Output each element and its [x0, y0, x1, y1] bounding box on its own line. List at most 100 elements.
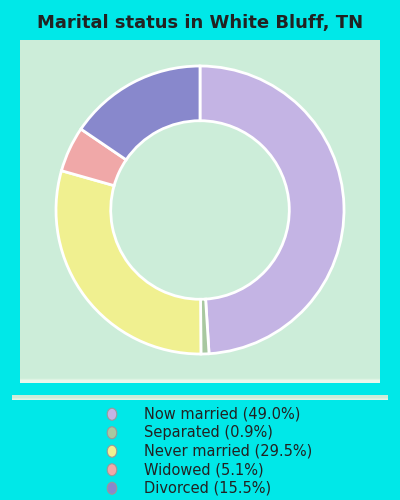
Bar	[20, 374, 380, 380]
Bar	[20, 74, 380, 378]
Bar	[20, 72, 380, 378]
Bar	[12, 396, 388, 398]
Bar	[12, 396, 388, 399]
Bar	[12, 396, 388, 399]
Bar	[20, 312, 380, 380]
Bar	[12, 397, 388, 400]
Bar	[20, 208, 380, 380]
Bar	[20, 288, 380, 380]
Bar	[12, 395, 388, 398]
Bar	[20, 44, 380, 378]
Bar	[12, 397, 388, 400]
Bar	[20, 350, 380, 380]
Bar	[12, 395, 388, 398]
Bar	[12, 396, 388, 399]
Bar	[20, 106, 380, 378]
Bar	[20, 316, 380, 380]
Bar	[20, 228, 380, 380]
Bar	[12, 396, 388, 398]
Bar	[20, 309, 380, 380]
Bar	[20, 214, 380, 380]
Bar	[12, 396, 388, 399]
Bar	[12, 396, 388, 398]
Bar	[12, 396, 388, 398]
Bar	[12, 396, 388, 399]
Bar	[12, 396, 388, 400]
Wedge shape	[56, 170, 201, 354]
Bar	[12, 396, 388, 398]
Bar	[12, 395, 388, 398]
Bar	[12, 396, 388, 399]
Bar	[12, 398, 388, 400]
Bar	[12, 396, 388, 399]
Bar	[20, 300, 380, 380]
Bar	[12, 396, 388, 398]
Bar	[12, 397, 388, 400]
Bar	[12, 395, 388, 398]
Bar	[12, 396, 388, 398]
Bar	[20, 263, 380, 380]
Bar	[20, 295, 380, 380]
Bar	[20, 76, 380, 378]
Bar	[12, 396, 388, 399]
Bar	[12, 398, 388, 400]
Bar	[20, 84, 380, 378]
Bar	[12, 398, 388, 400]
Bar	[20, 286, 380, 380]
Bar	[12, 396, 388, 398]
Bar	[20, 60, 380, 378]
Bar	[12, 396, 388, 398]
Wedge shape	[62, 129, 126, 186]
Bar	[20, 346, 380, 380]
Bar	[20, 116, 380, 378]
Bar	[12, 396, 388, 398]
Text: Now married (49.0%): Now married (49.0%)	[144, 407, 300, 422]
Bar	[12, 395, 388, 398]
Bar	[20, 236, 380, 380]
Bar	[20, 252, 380, 380]
Bar	[20, 226, 380, 380]
Bar	[20, 242, 380, 380]
Text: Separated (0.9%): Separated (0.9%)	[144, 425, 273, 440]
Bar	[20, 344, 380, 380]
Bar	[20, 290, 380, 380]
Bar	[12, 397, 388, 400]
Bar	[12, 396, 388, 398]
Bar	[12, 396, 388, 398]
Bar	[20, 201, 380, 380]
Bar	[20, 171, 380, 379]
Bar	[20, 298, 380, 380]
Bar	[12, 398, 388, 400]
Bar	[12, 396, 388, 398]
Bar	[20, 190, 380, 379]
Bar	[12, 396, 388, 399]
Bar	[12, 396, 388, 399]
Bar	[12, 396, 388, 399]
Bar	[12, 396, 388, 398]
Bar	[12, 396, 388, 398]
Bar	[12, 398, 388, 400]
Bar	[20, 268, 380, 380]
Bar	[20, 196, 380, 380]
Bar	[12, 398, 388, 400]
Bar	[20, 376, 380, 380]
Bar	[12, 398, 388, 400]
Bar	[12, 395, 388, 398]
Bar	[12, 396, 388, 398]
Bar	[20, 224, 380, 380]
Bar	[20, 88, 380, 378]
Bar	[12, 396, 388, 398]
Bar	[12, 396, 388, 398]
Bar	[12, 396, 388, 398]
Bar	[12, 397, 388, 400]
Bar	[20, 111, 380, 378]
Bar	[20, 125, 380, 379]
Bar	[12, 396, 388, 398]
Bar	[20, 42, 380, 378]
Bar	[20, 256, 380, 380]
Bar	[12, 397, 388, 400]
Bar	[20, 120, 380, 378]
Bar	[12, 396, 388, 398]
Text: Never married (29.5%): Never married (29.5%)	[144, 444, 312, 459]
Bar	[12, 396, 388, 399]
